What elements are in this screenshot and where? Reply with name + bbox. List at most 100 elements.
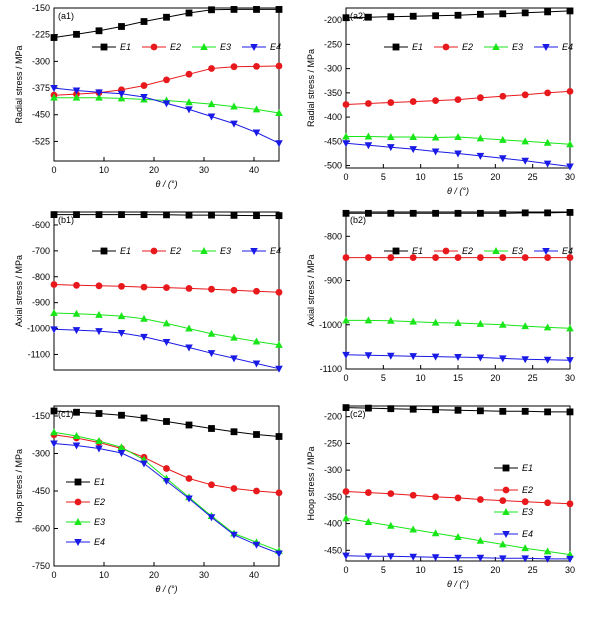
data-point-E1-c1	[95, 410, 103, 417]
data-point-E3-b1	[252, 337, 261, 345]
y-tick-label-b2: -900	[324, 276, 342, 286]
data-point-E4-c2	[409, 553, 417, 561]
data-point-E3-c1	[72, 432, 81, 439]
y-tick-label-a1: -150	[32, 3, 50, 13]
data-point-E2-b2	[521, 254, 529, 261]
data-point-E3-a1	[72, 93, 81, 101]
series-E4-c1	[50, 440, 283, 558]
data-point-E4-a1	[95, 89, 103, 97]
data-point-E4-c2	[566, 555, 574, 563]
data-point-E2-b1	[140, 283, 148, 291]
data-point-E3-b2	[409, 317, 417, 325]
data-point-E4-a2	[566, 163, 574, 171]
legend-c2: E1 E2 E3 E4	[494, 463, 533, 539]
data-point-E1-b1	[275, 212, 283, 220]
data-point-E2-a2	[477, 94, 484, 102]
x-tick-label-c1: 10	[99, 570, 109, 580]
x-axis-label-c1: θ / (°)	[156, 584, 178, 594]
data-point-E4-b2	[364, 352, 373, 360]
data-point-E4-c1	[117, 450, 126, 457]
legend-marker-E3-b1	[200, 247, 208, 254]
data-point-E2-a1	[275, 62, 283, 70]
data-point-E1-b2	[454, 209, 462, 217]
data-point-E1-c2	[365, 404, 372, 412]
data-point-E2-b2	[365, 254, 372, 261]
legend-b1: E1 E2 E3 E4	[92, 246, 281, 256]
series-E2-c1	[50, 431, 283, 497]
x-tick-label-a2: 10	[416, 172, 426, 182]
data-point-E4-b2	[431, 353, 440, 361]
data-point-E4-b1	[117, 329, 126, 337]
legend-marker-E1-c2	[502, 464, 510, 472]
series-E1-b1	[50, 211, 283, 220]
data-point-E2-a2	[409, 98, 417, 105]
data-point-E2-b1	[275, 288, 283, 296]
data-point-E3-b1	[117, 312, 126, 320]
data-point-E3-a1	[95, 93, 103, 101]
data-point-E1-c2	[499, 407, 507, 415]
series-E2-c2	[342, 488, 574, 508]
data-point-E1-c1	[230, 428, 238, 436]
legend-marker-E3-c1	[74, 518, 82, 525]
legend-label-E3-a2: E3	[512, 42, 523, 52]
x-tick-label-a1: 20	[149, 165, 159, 175]
series-line-E4-c1	[53, 443, 280, 554]
x-tick-label-a2: 20	[490, 172, 500, 182]
x-tick-label-a1: 40	[249, 165, 259, 175]
data-point-E4-b2	[521, 356, 529, 364]
x-tick-label-b2: 30	[565, 373, 575, 383]
data-point-E4-c1	[140, 460, 148, 468]
legend-marker-E1-a1	[100, 43, 108, 51]
data-point-E2-a2	[432, 97, 439, 105]
data-point-E3-b2	[431, 318, 440, 326]
data-point-E1-b1	[253, 212, 260, 220]
data-point-E2-c2	[409, 491, 417, 499]
legend-item-E3-c2: E3	[494, 507, 533, 517]
series-line-E4-b1	[53, 328, 280, 370]
data-point-E4-b1	[72, 327, 81, 335]
data-point-E1-b2	[432, 209, 439, 217]
x-tick-label-a2: 5	[381, 172, 386, 182]
legend-item-E2-b2: E2	[434, 246, 473, 256]
y-tick-label-a2: -450	[324, 136, 342, 146]
y-tick-label-a2: -300	[324, 64, 342, 74]
legend-marker-E2-c1	[74, 498, 82, 506]
data-point-E2-a2	[365, 100, 372, 107]
legend-label-E4-a1: E4	[270, 42, 281, 52]
data-point-E3-b2	[476, 319, 485, 327]
legend-item-E1-b2: E1	[384, 246, 423, 256]
legend-label-E2-c1: E2	[94, 497, 105, 507]
legend-marker-E3-a1	[200, 43, 208, 50]
data-point-E2-a1	[230, 63, 238, 71]
series-E1-a1	[50, 6, 283, 41]
data-point-E2-a2	[342, 101, 350, 108]
data-point-E4-c1	[230, 531, 238, 539]
legend-label-E2-b1: E2	[170, 246, 181, 256]
series-line-E1-a1	[53, 8, 279, 38]
data-point-E1-b1	[140, 211, 148, 218]
legend-label-E2-b2: E2	[462, 246, 473, 256]
data-point-E4-a1	[72, 87, 81, 95]
data-point-E4-c2	[543, 555, 552, 563]
y-tick-label-a2: -500	[324, 161, 342, 171]
data-point-E2-c2	[342, 488, 350, 495]
legend-item-E1-a2: E1	[384, 42, 423, 52]
data-point-E3-a2	[521, 137, 529, 145]
y-tick-label-a2: -400	[324, 112, 342, 122]
data-point-E2-a1	[140, 82, 148, 89]
series-E1-a2	[342, 7, 574, 22]
x-axis-label-a2: θ / (°)	[447, 186, 469, 196]
data-point-E1-b1	[118, 211, 125, 218]
x-tick-label-c2: 25	[528, 565, 538, 575]
data-point-E1-c1	[118, 411, 125, 419]
data-point-E3-a2	[454, 132, 462, 140]
data-point-E1-c1	[253, 431, 260, 438]
data-point-E2-c2	[365, 489, 372, 496]
data-point-E4-a1	[140, 93, 148, 101]
x-tick-label-c1: 20	[149, 570, 159, 580]
data-point-E1-b1	[163, 211, 170, 219]
data-point-E4-b1	[230, 355, 238, 363]
legend-label-E2-a2: E2	[462, 42, 473, 52]
data-point-E4-c2	[521, 555, 529, 563]
data-point-E2-c1	[163, 465, 170, 472]
